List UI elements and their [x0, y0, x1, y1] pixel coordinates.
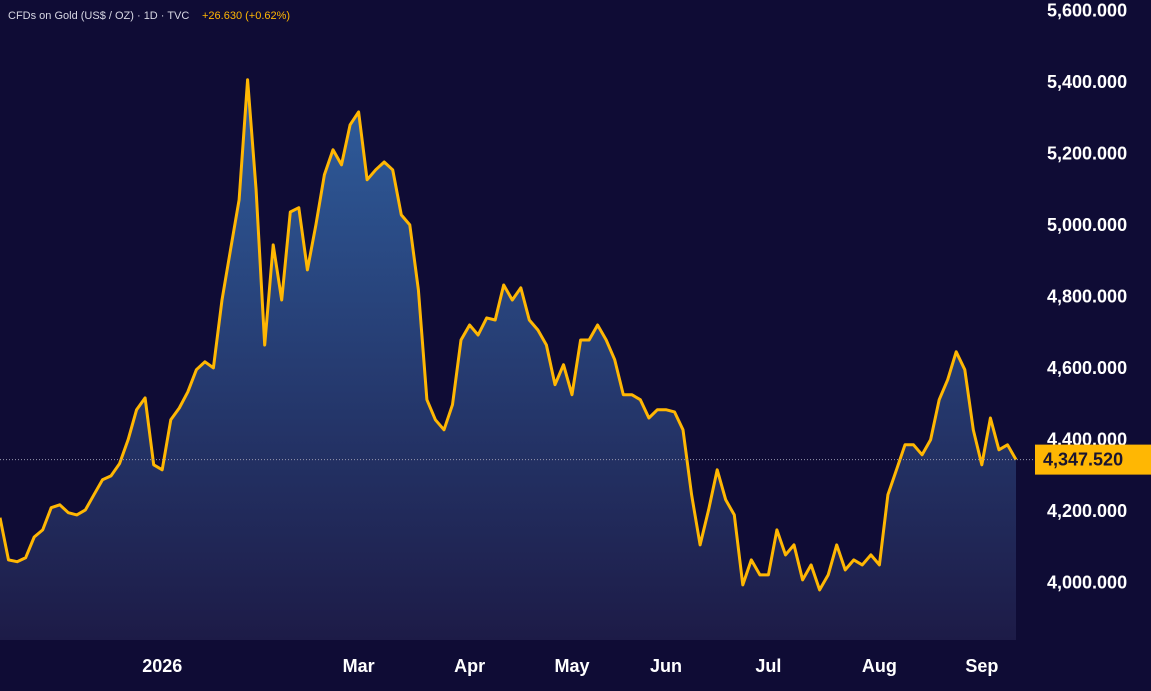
x-tick-label: Mar — [343, 656, 375, 676]
last-price-box — [1035, 444, 1151, 475]
chart-title: CFDs on Gold (US$ / OZ) · 1D · TVC — [8, 10, 189, 22]
y-tick-label: 4,000.000 — [1047, 573, 1127, 593]
price-line — [0, 78, 1018, 592]
area-fill — [0, 79, 1016, 640]
x-tick-label: Aug — [862, 656, 897, 676]
x-tick-label: 2026 — [142, 656, 182, 676]
y-tick-label: 5,200.000 — [1047, 144, 1127, 164]
x-tick-label: Jul — [755, 656, 781, 676]
price-change: +26.630 (+0.62%) — [202, 10, 290, 22]
y-tick-label: 5,600.000 — [1047, 1, 1127, 21]
y-tick-label: 4,600.000 — [1047, 358, 1127, 378]
y-tick-label: 4,200.000 — [1047, 501, 1127, 521]
x-tick-label: Sep — [965, 656, 998, 676]
x-tick-label: Jun — [650, 656, 682, 676]
y-tick-label: 5,000.000 — [1047, 215, 1127, 235]
last-price-label: 4,347.520 — [1043, 449, 1123, 469]
y-tick-label: 5,400.000 — [1047, 72, 1127, 92]
y-tick-label: 4,400.000 — [1047, 430, 1127, 450]
y-tick-label: 4,800.000 — [1047, 287, 1127, 307]
x-tick-label: Apr — [454, 656, 485, 676]
x-tick-label: May — [555, 656, 590, 676]
